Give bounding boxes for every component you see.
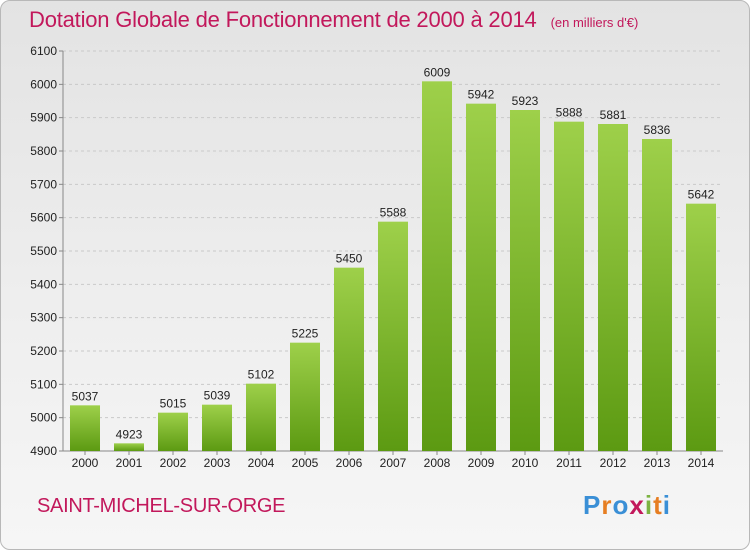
x-tick-label: 2009 [468, 456, 495, 470]
y-tick-label: 5100 [30, 377, 57, 391]
data-label: 5225 [292, 327, 319, 341]
x-tick-label: 2007 [380, 456, 407, 470]
y-tick-label: 5600 [30, 211, 57, 225]
bar [290, 342, 320, 451]
data-label: 5942 [468, 88, 495, 102]
data-label: 5015 [160, 397, 187, 411]
data-label: 5881 [600, 108, 627, 122]
data-labels: 5037 4923 5015 5039 5102 5225 5450 5588 6009 5942… [72, 65, 715, 441]
chart-unit: (en milliers d'€) [550, 15, 639, 30]
logo-letter: i [644, 490, 654, 520]
data-label: 6009 [424, 65, 451, 79]
bar [598, 124, 628, 451]
chart-title-text: Dotation Globale de Fonctionnement de 20… [29, 7, 537, 32]
y-tick-label: 6100 [30, 44, 57, 58]
y-tick-label: 5400 [30, 277, 57, 291]
y-tick-label: 5000 [30, 411, 57, 425]
x-tick-label: 2003 [204, 456, 231, 470]
bar [202, 404, 232, 451]
y-tick-label: 5200 [30, 344, 57, 358]
bar [422, 81, 452, 451]
y-tick-label: 4900 [30, 444, 57, 458]
bar [334, 267, 364, 451]
y-tick-label: 5800 [30, 144, 57, 158]
x-tick-label: 2001 [116, 456, 143, 470]
x-tick-label: 2005 [292, 456, 319, 470]
x-tick-label: 2002 [160, 456, 187, 470]
bars [70, 81, 716, 452]
bar [642, 139, 672, 451]
bar [246, 383, 276, 451]
bar [554, 121, 584, 452]
bar [378, 221, 408, 451]
x-tick-label: 2006 [336, 456, 363, 470]
x-tick-labels: 2000 2001 2002 2003 2004 2005 2006 2007 2008 2009… [72, 456, 715, 470]
commune-name: SAINT-MICHEL-SUR-ORGE [37, 495, 286, 517]
proxiti-logo: Proxiti [583, 490, 671, 521]
bar [158, 412, 188, 451]
y-tick-label: 5900 [30, 111, 57, 125]
chart-title: Dotation Globale de Fonctionnement de 20… [29, 7, 638, 33]
bar [686, 203, 716, 451]
logo-letter: r [601, 490, 613, 520]
bar [510, 110, 540, 451]
logo-letter: x [629, 490, 645, 520]
data-label: 5450 [336, 252, 363, 266]
x-tick-label: 2014 [688, 456, 715, 470]
x-tick-label: 2000 [72, 456, 99, 470]
y-tick-label: 5500 [30, 244, 57, 258]
x-tick-label: 2013 [644, 456, 671, 470]
y-tick-label: 5300 [30, 311, 57, 325]
data-label: 5037 [72, 389, 99, 403]
y-tick-label: 6000 [30, 77, 57, 91]
x-tick-label: 2008 [424, 456, 451, 470]
x-tick-label: 2012 [600, 456, 627, 470]
data-label: 5588 [380, 206, 407, 220]
bar [114, 443, 144, 451]
x-tick-label: 2010 [512, 456, 539, 470]
x-tick-label: 2011 [556, 456, 582, 470]
logo-letter: t [653, 490, 663, 520]
logo-letter: P [583, 490, 602, 520]
data-label: 5888 [556, 106, 583, 120]
y-tick-label: 5700 [30, 177, 57, 191]
y-tick-labels: 4900 5000 5100 5200 5300 5400 5500 5600 5700 5800… [30, 44, 57, 458]
x-tick-label: 2004 [248, 456, 275, 470]
bar [466, 103, 496, 452]
data-label: 5923 [512, 94, 539, 108]
logo-letter: o [612, 490, 630, 520]
data-label: 5039 [204, 389, 231, 403]
bar [70, 405, 100, 451]
data-label: 5642 [688, 188, 715, 202]
data-label: 4923 [116, 427, 143, 441]
logo-letter: i [662, 490, 671, 520]
data-label: 5836 [644, 123, 671, 137]
data-label: 5102 [248, 368, 275, 382]
